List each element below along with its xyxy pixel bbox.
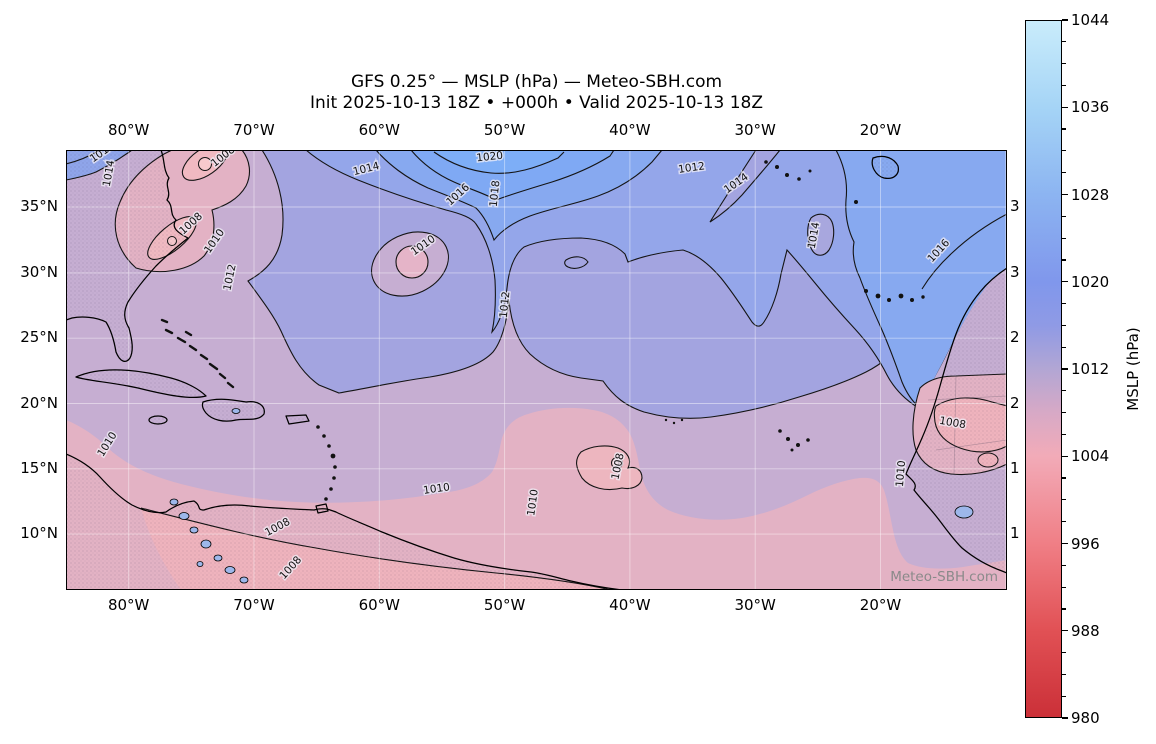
lon-tick-label-top: 50°W [483, 121, 526, 139]
lon-tick-label-bottom: 40°W [609, 596, 651, 614]
colorbar-minor-tick [1062, 84, 1066, 87]
lat-tick-label-right: 1 [1010, 458, 1020, 477]
colorbar-major-tick [1062, 455, 1068, 457]
colorbar-major-tick [1062, 717, 1068, 719]
colorbar-minor-tick [1062, 390, 1066, 392]
lat-tick-label: 30°N [20, 262, 58, 281]
lon-tick-label-top: 70°W [233, 121, 275, 139]
colorbar-tick-label: 996 [1071, 534, 1100, 553]
colorbar-minor-tick [1062, 215, 1066, 217]
colorbar-major-tick [1062, 193, 1068, 196]
lon-tick-label-top: 40°W [609, 121, 651, 139]
colorbar-minor-tick [1062, 673, 1066, 675]
colorbar-minor-tick [1062, 324, 1066, 326]
island-dots [316, 160, 925, 501]
lat-tick-label: 20°N [20, 393, 58, 412]
contour-label: 1018 [488, 180, 503, 208]
colorbar [1025, 20, 1062, 718]
colorbar-major-tick [1062, 630, 1068, 632]
colorbar-minor-tick [1062, 412, 1066, 414]
lon-tick-label-bottom: 80°W [107, 596, 150, 614]
lat-tick-label-right: 2 [1010, 328, 1020, 347]
lat-tick-label-right: 3 [1010, 262, 1020, 281]
lat-tick-label-right: 2 [1010, 393, 1020, 412]
lon-tick-label-bottom: 70°W [233, 596, 275, 614]
colorbar-tick-label: 1004 [1071, 447, 1110, 466]
colorbar-minor-tick [1062, 586, 1066, 588]
colorbar-minor-tick [1062, 259, 1066, 261]
lon-tick-label-bottom: 50°W [483, 596, 526, 614]
figure-title: GFS 0.25° — MSLP (hPa) — Meteo-SBH.com [350, 72, 723, 92]
colorbar-minor-tick [1062, 346, 1066, 348]
lat-tick-label-right: 1 [1010, 524, 1020, 543]
map-plot: 1016 1014 1008 1008 1010 1012 1014 1016 1018 1020… [66, 150, 1007, 590]
colorbar-tick-label: 1044 [1071, 11, 1110, 29]
lat-tick-label: 10°N [20, 524, 58, 543]
contour-label: 1012 [678, 160, 706, 176]
colorbar-minor-tick [1062, 172, 1066, 174]
colorbar-minor-tick [1062, 63, 1066, 65]
colorbar-minor-tick [1062, 651, 1066, 654]
colorbar-tick-label: 1012 [1071, 360, 1110, 378]
colorbar-minor-tick [1062, 695, 1066, 697]
colorbar-minor-tick [1062, 150, 1066, 152]
colorbar-minor-tick [1062, 521, 1066, 523]
colorbar-minor-tick [1062, 302, 1066, 305]
lon-tick-label-bottom: 30°W [734, 596, 776, 614]
lon-tick-label-top: 30°W [734, 121, 776, 139]
watermark: Meteo-SBH.com [890, 569, 998, 585]
colorbar-minor-tick [1062, 477, 1066, 479]
colorbar-major-tick [1062, 281, 1068, 283]
colorbar-major-tick [1062, 542, 1068, 545]
colorbar-minor-tick [1062, 41, 1066, 43]
contour-label: 1010 [894, 460, 908, 488]
colorbar-major-tick [1062, 368, 1068, 370]
contour-label: 1020 [476, 150, 504, 164]
colorbar-tick-label: 1028 [1071, 185, 1110, 204]
lon-tick-label-bottom: 20°W [859, 596, 902, 614]
colorbar-minor-tick [1062, 499, 1066, 501]
colorbar-minor-tick [1062, 564, 1066, 566]
colorbar-major-tick [1062, 19, 1068, 21]
lat-tick-label: 35°N [20, 197, 58, 215]
terrain-specks [169, 408, 974, 584]
lat-tick-label: 25°N [20, 328, 58, 347]
bahamas-dashes [160, 318, 235, 389]
lon-tick-label-top: 80°W [107, 121, 150, 139]
lat-tick-label-right: 3 [1010, 197, 1020, 215]
lon-tick-label-bottom: 60°W [358, 596, 400, 614]
colorbar-minor-tick [1062, 128, 1066, 130]
contour-label: 1012 [498, 291, 513, 319]
colorbar-minor-tick [1062, 433, 1066, 436]
colorbar-title: MSLP (hPa) [1124, 327, 1142, 411]
contour-label: 1010 [525, 489, 541, 517]
colorbar-tick-label: 988 [1071, 621, 1100, 640]
contour-label: 1010 [423, 481, 451, 497]
colorbar-major-tick [1062, 106, 1068, 108]
colorbar-tick-label: 1020 [1071, 272, 1110, 291]
colorbar-tick-label: 980 [1071, 709, 1100, 727]
colorbar-tick-label: 1036 [1071, 98, 1110, 117]
colorbar-minor-tick [1062, 608, 1066, 610]
lat-tick-label: 15°N [20, 458, 58, 477]
figure-subtitle: Init 2025-10-13 18Z • +000h • Valid 2025… [309, 93, 764, 113]
lon-tick-label-top: 20°W [859, 121, 902, 139]
colorbar-minor-tick [1062, 237, 1066, 239]
lon-tick-label-top: 60°W [358, 121, 400, 139]
